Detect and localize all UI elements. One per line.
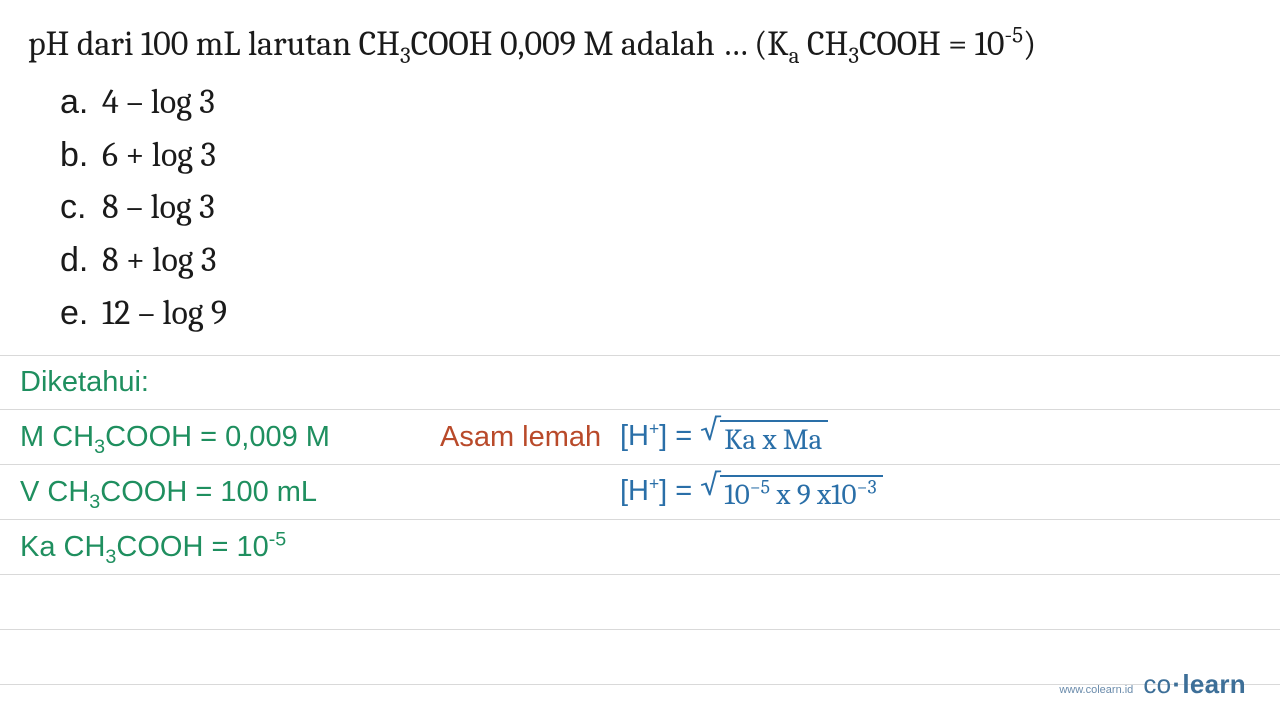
formula-h-plus-1: [H+] = √Ka x Ma [620,418,828,457]
work-row-3: Ka CH3COOH = 10-5 [0,520,1280,575]
known-ka: Ka CH3COOH = 10-5 [20,531,440,564]
work-area: Diketahui: M CH3COOH = 0,009 M Asam lema… [0,355,1280,685]
work-row-1: M CH3COOH = 0,009 M Asam lemah [H+] = √K… [0,410,1280,465]
option-d: d. 8 + log 3 [60,234,1280,287]
options-list: a. 4 – log 3 b. 6 + log 3 c. 8 – log 3 d… [0,68,1280,353]
option-c: c. 8 – log 3 [60,181,1280,234]
known-molarity: M CH3COOH = 0,009 M [20,421,440,454]
work-row-empty-1 [0,575,1280,630]
work-row-heading: Diketahui: [0,355,1280,410]
footer-logo: co·learn [1143,669,1246,700]
footer: www.colearn.id co·learn [1059,669,1246,700]
option-e: e. 12 – log 9 [60,287,1280,340]
question-text: pH dari 100 mL larutan CH3COOH 0,009 M a… [0,22,1280,68]
option-a: a. 4 – log 3 [60,76,1280,129]
known-volume: V CH3COOH = 100 mL [20,476,440,509]
weak-acid-label: Asam lemah [440,421,620,454]
footer-url: www.colearn.id [1059,684,1133,696]
option-b: b. 6 + log 3 [60,129,1280,182]
formula-h-plus-2: [H+] = √10−5 x 9 x10−3 [620,473,883,512]
known-heading: Diketahui: [20,366,440,399]
work-row-2: V CH3COOH = 100 mL [H+] = √10−5 x 9 x10−… [0,465,1280,520]
